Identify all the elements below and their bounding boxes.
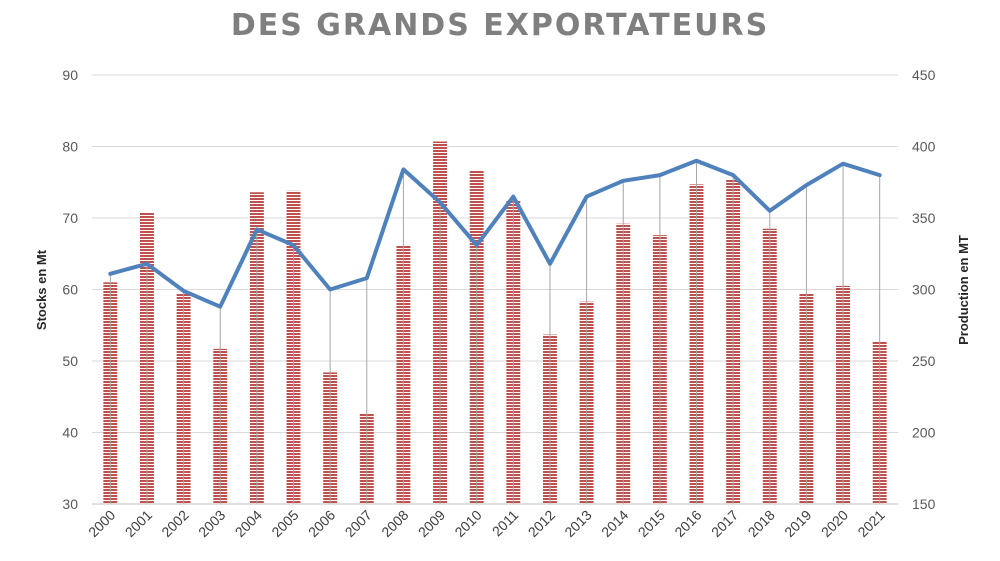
- x-tick-label: 2001: [122, 507, 155, 540]
- x-tick-label: 2009: [415, 507, 448, 540]
- x-tick-label: 2021: [854, 507, 887, 540]
- y-tick-label: 30: [62, 496, 78, 512]
- line-point: [658, 174, 661, 177]
- line-point: [292, 244, 295, 247]
- line-point: [805, 184, 808, 187]
- line-point: [402, 168, 405, 171]
- x-tick-label: 2013: [561, 507, 594, 540]
- y-tick-label: 70: [62, 210, 78, 226]
- x-tick-label: 2005: [268, 507, 301, 540]
- y2-tick-label: 300: [912, 282, 936, 298]
- line-point: [768, 209, 771, 212]
- y-tick-label: 50: [62, 353, 78, 369]
- line-point: [548, 262, 551, 265]
- line-point: [365, 277, 368, 280]
- x-tick-label: 2003: [195, 507, 228, 540]
- y2-tick-label: 350: [912, 210, 936, 226]
- x-tick-label: 2018: [745, 507, 778, 540]
- line-point: [585, 195, 588, 198]
- x-tick-label: 2004: [232, 507, 265, 540]
- line-point: [475, 244, 478, 247]
- y-tick-label: 40: [62, 425, 78, 441]
- y2-tick-label: 450: [912, 67, 936, 83]
- chart-title: DES GRANDS EXPORTATEURS: [230, 8, 770, 43]
- x-tick-label: 2006: [305, 507, 338, 540]
- y-tick-label: 80: [62, 139, 78, 155]
- line-point: [622, 179, 625, 182]
- bar-series: [103, 141, 887, 504]
- x-tick-label: 2000: [85, 507, 118, 540]
- line-point: [439, 201, 442, 204]
- line-point: [109, 272, 112, 275]
- x-tick-label: 2011: [489, 507, 522, 540]
- x-tick-label: 2010: [451, 507, 484, 540]
- gridlines: [92, 74, 898, 505]
- line-point: [732, 174, 735, 177]
- production-line: [108, 158, 882, 309]
- line-series: [108, 158, 882, 309]
- x-tick-label: 2014: [598, 507, 631, 540]
- y2-tick-label: 400: [912, 139, 936, 155]
- y2-tick-label: 250: [912, 353, 936, 369]
- line-point: [145, 262, 148, 265]
- x-tick-label: 2020: [818, 507, 851, 540]
- drop-lines: [109, 160, 881, 504]
- y2-tick-label: 150: [912, 496, 936, 512]
- y-tick-label: 60: [62, 282, 78, 298]
- x-tick-label: 2008: [378, 507, 411, 540]
- y2-tick-label: 200: [912, 425, 936, 441]
- line-point: [842, 162, 845, 165]
- line-point: [182, 289, 185, 292]
- line-point: [255, 228, 258, 231]
- line-point: [512, 195, 515, 198]
- x-tick-label: 2019: [781, 507, 814, 540]
- line-point: [219, 305, 222, 308]
- line-point: [695, 159, 698, 162]
- x-tick-label: 2012: [525, 507, 558, 540]
- line-point: [329, 288, 332, 291]
- x-tick-label: 2017: [708, 507, 741, 540]
- y-tick-label: 90: [62, 67, 78, 83]
- x-tick-label: 2015: [635, 507, 668, 540]
- line-point: [878, 174, 881, 177]
- y2-axis-title: Production en MT: [956, 235, 971, 345]
- x-tick-label: 2007: [342, 507, 375, 540]
- x-tick-label: 2016: [671, 507, 704, 540]
- x-tick-label: 2002: [158, 507, 191, 540]
- y-axis-title: Stocks en Mt: [34, 249, 49, 330]
